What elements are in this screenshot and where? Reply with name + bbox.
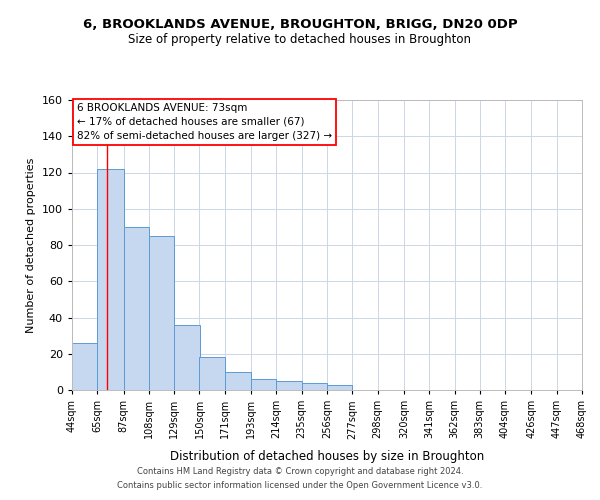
Bar bbox=[149, 236, 174, 390]
X-axis label: Distribution of detached houses by size in Broughton: Distribution of detached houses by size … bbox=[170, 450, 484, 462]
Bar bbox=[174, 325, 199, 390]
Text: 6 BROOKLANDS AVENUE: 73sqm
← 17% of detached houses are smaller (67)
82% of semi: 6 BROOKLANDS AVENUE: 73sqm ← 17% of deta… bbox=[77, 103, 332, 141]
Bar bbox=[251, 379, 277, 390]
Bar bbox=[327, 384, 352, 390]
Bar bbox=[199, 358, 225, 390]
Bar bbox=[97, 169, 124, 390]
Bar bbox=[277, 381, 302, 390]
Text: 6, BROOKLANDS AVENUE, BROUGHTON, BRIGG, DN20 0DP: 6, BROOKLANDS AVENUE, BROUGHTON, BRIGG, … bbox=[83, 18, 517, 30]
Bar bbox=[124, 227, 149, 390]
Y-axis label: Number of detached properties: Number of detached properties bbox=[26, 158, 36, 332]
Bar bbox=[72, 343, 97, 390]
Text: Size of property relative to detached houses in Broughton: Size of property relative to detached ho… bbox=[128, 32, 472, 46]
Text: Contains HM Land Registry data © Crown copyright and database right 2024.: Contains HM Land Registry data © Crown c… bbox=[137, 467, 463, 476]
Bar bbox=[302, 383, 327, 390]
Text: Contains public sector information licensed under the Open Government Licence v3: Contains public sector information licen… bbox=[118, 481, 482, 490]
Bar bbox=[225, 372, 251, 390]
